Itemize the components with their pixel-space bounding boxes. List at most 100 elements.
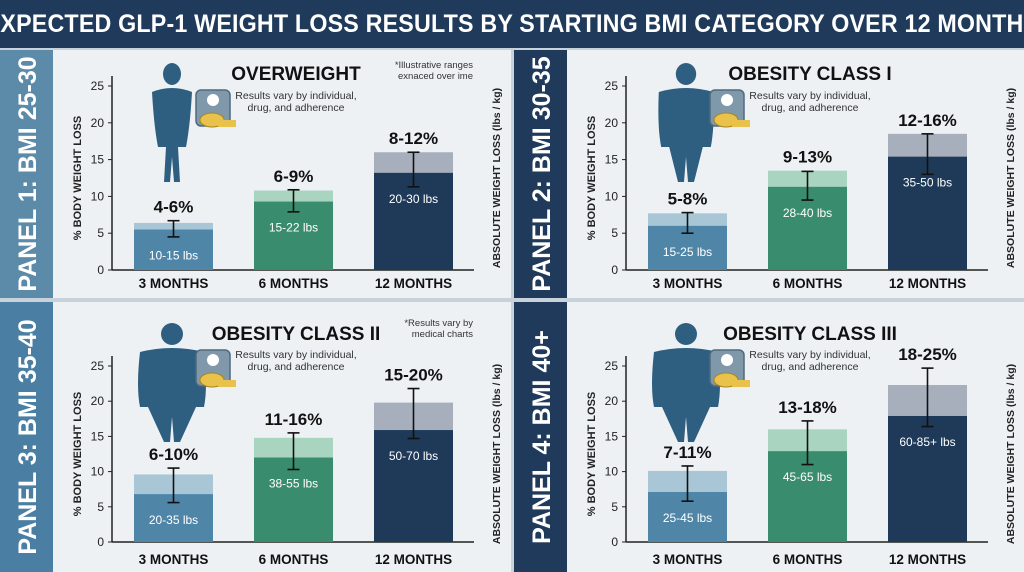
y-tick-label: 15 <box>605 429 619 443</box>
person-head <box>675 323 697 345</box>
lbs-label: 28-40 lbs <box>783 206 832 220</box>
error-bar <box>921 133 934 176</box>
panel-subtitle-line-2: drug, and adherence <box>762 361 859 373</box>
error-bar <box>681 465 694 502</box>
x-category-label: 3 MONTHS <box>139 552 209 567</box>
lbs-label: 15-22 lbs <box>269 221 318 235</box>
error-bar <box>407 151 420 188</box>
panel-subtitle-line-2: drug, and adherence <box>248 361 345 373</box>
lbs-label: 50-70 lbs <box>389 449 438 463</box>
panel-side-band <box>514 50 567 298</box>
y2-axis-label: ABSOLUTE WEIGHT LOSS (lbs / kg) <box>491 364 503 544</box>
x-category-label: 3 MONTHS <box>653 552 723 567</box>
bar-base <box>888 415 967 542</box>
bar-chart: PANEL 1: BMI 25-30 OVERWEIGHT Results vary… <box>0 50 503 298</box>
person-body <box>658 88 714 182</box>
person-head <box>163 63 181 85</box>
panel-bmi-30-35: PANEL 2: BMI 30-35 OBESITY CLASS I Results… <box>514 50 1024 298</box>
person-head <box>675 63 697 85</box>
y-tick-label: 0 <box>611 535 618 549</box>
panel-side-band <box>0 50 53 298</box>
person-body <box>138 348 206 442</box>
measuring-tape-icon <box>713 372 750 388</box>
person-body <box>152 88 192 182</box>
footnote-line: *Illustrative ranges <box>395 60 473 71</box>
lbs-label: 60-85+ lbs <box>899 435 955 449</box>
error-bar <box>167 467 180 504</box>
error-bar <box>681 211 694 234</box>
y-tick-label: 10 <box>605 189 619 203</box>
y-tick-label: 10 <box>605 465 619 479</box>
y-axis-label: % BODY WEIGHT LOSS <box>72 392 84 516</box>
range-label: 4-6% <box>154 198 194 217</box>
y-axis-label: % BODY WEIGHT LOSS <box>586 116 598 240</box>
panel-label: PANEL 2: BMI 30-35 <box>528 56 556 291</box>
y-tick-label: 5 <box>611 226 618 240</box>
bar-base <box>374 430 453 542</box>
y-tick-label: 0 <box>97 535 104 549</box>
lbs-label: 10-15 lbs <box>149 249 198 263</box>
y-tick-label: 5 <box>97 226 104 240</box>
y-axis-label: % BODY WEIGHT LOSS <box>586 392 598 516</box>
person-head <box>161 323 183 345</box>
y-tick-label: 20 <box>605 116 619 130</box>
error-bar <box>287 432 300 471</box>
panel-title: OBESITY CLASS I <box>728 64 891 85</box>
y-tick-label: 25 <box>91 79 105 93</box>
measuring-tape-icon <box>199 372 236 388</box>
bar-chart: PANEL 3: BMI 35-40 OBESITY CLASS II Result… <box>0 302 503 572</box>
x-category-label: 12 MONTHS <box>889 552 966 567</box>
panel-subtitle-line-2: drug, and adherence <box>248 102 345 114</box>
bar-base <box>374 172 453 270</box>
measuring-tape-icon <box>713 112 750 128</box>
x-category-label: 6 MONTHS <box>773 276 843 291</box>
y-tick-label: 0 <box>611 263 618 277</box>
scale-dial <box>721 354 733 366</box>
range-label: 8-12% <box>389 129 438 148</box>
range-label: 12-16% <box>898 111 957 130</box>
panel-subtitle-line-1: Results vary by individual, <box>235 349 356 361</box>
y2-axis-label: ABSOLUTE WEIGHT LOSS (lbs / kg) <box>491 88 503 268</box>
x-category-label: 6 MONTHS <box>259 552 329 567</box>
range-label: 7-11% <box>663 443 711 462</box>
measuring-tape-icon <box>199 112 236 128</box>
y-axis-label: % BODY WEIGHT LOSS <box>72 116 84 240</box>
range-label: 9-13% <box>783 148 832 167</box>
y-tick-label: 5 <box>611 500 618 514</box>
tape-strip <box>732 380 750 387</box>
panel-subtitle-line-1: Results vary by individual, <box>749 90 870 102</box>
y-tick-label: 20 <box>91 116 105 130</box>
bar-base <box>768 451 847 542</box>
panel-side-band <box>514 302 567 572</box>
tape-strip <box>218 120 236 127</box>
y-tick-label: 5 <box>97 500 104 514</box>
range-label: 6-10% <box>149 445 198 464</box>
tape-strip <box>732 120 750 127</box>
lbs-label: 20-35 lbs <box>149 513 198 527</box>
x-category-label: 3 MONTHS <box>653 276 723 291</box>
error-bar <box>801 170 814 201</box>
error-bar <box>407 387 420 440</box>
range-label: 13-18% <box>778 398 837 417</box>
footnote-line: exnaced over ime <box>398 71 473 82</box>
y-tick-label: 25 <box>91 359 105 373</box>
panel-label: PANEL 3: BMI 35-40 <box>14 319 42 554</box>
bar-chart: PANEL 2: BMI 30-35 OBESITY CLASS I Results… <box>514 50 1017 298</box>
panel-side-band <box>0 302 53 572</box>
lbs-label: 45-65 lbs <box>783 470 832 484</box>
lbs-label: 20-30 lbs <box>389 192 438 206</box>
page-title: EXPECTED GLP-1 WEIGHT LOSS RESULTS BY ST… <box>0 9 1024 38</box>
scale-dial <box>207 354 219 366</box>
panel-title: OVERWEIGHT <box>231 64 361 85</box>
person-figure-icon <box>152 63 192 182</box>
panel-bmi-25-30: PANEL 1: BMI 25-30 OVERWEIGHT Results vary… <box>0 50 511 298</box>
panel-title: OBESITY CLASS III <box>723 324 897 345</box>
range-label: 18-25% <box>898 345 957 364</box>
y-tick-label: 10 <box>91 465 105 479</box>
x-category-label: 6 MONTHS <box>773 552 843 567</box>
x-category-label: 3 MONTHS <box>139 276 209 291</box>
panel-label: PANEL 4: BMI 40+ <box>528 330 556 544</box>
error-bar <box>801 420 814 466</box>
range-label: 15-20% <box>384 366 443 385</box>
bar-base <box>254 457 333 542</box>
